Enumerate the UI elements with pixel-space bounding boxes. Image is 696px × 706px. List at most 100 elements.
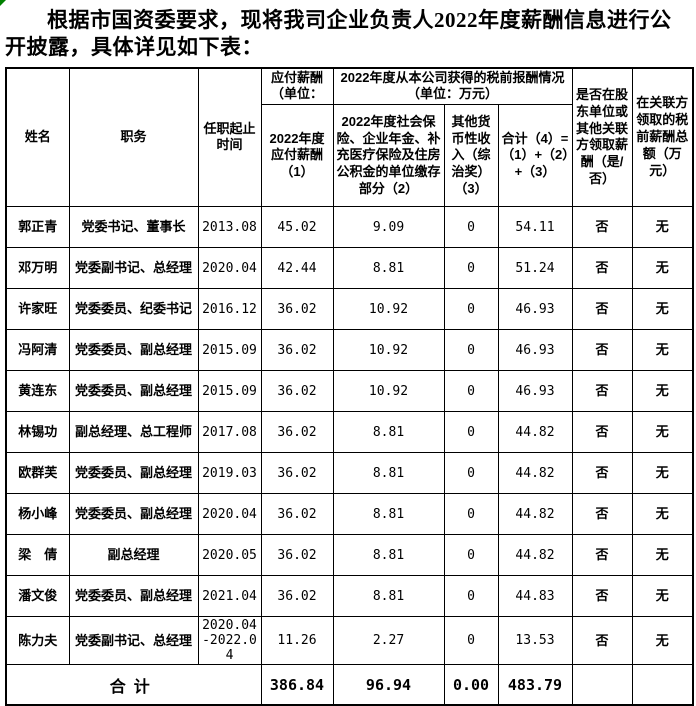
cell-term: 2019.03 xyxy=(197,452,262,495)
cell-name: 潘文俊 xyxy=(5,575,70,618)
cell-term: 2021.04 xyxy=(197,575,262,618)
cell-payable: 36.02 xyxy=(260,575,334,618)
cell-other-income: 0 xyxy=(443,329,499,372)
cell-related-amount: 无 xyxy=(631,247,694,290)
cell-insurance: 10.92 xyxy=(332,329,445,372)
cell-payable: 36.02 xyxy=(260,288,334,331)
cell-name: 杨小峰 xyxy=(5,493,70,536)
cell-related-flag: 否 xyxy=(571,534,633,577)
cell-total: 46.93 xyxy=(497,288,573,331)
cell-name: 林锡功 xyxy=(5,411,70,454)
cell-related-flag: 否 xyxy=(571,493,633,536)
cell-position: 党委副书记、总经理 xyxy=(68,247,199,290)
cell-position: 党委委员、副总经理 xyxy=(68,370,199,413)
cell-other-income: 0 xyxy=(443,247,499,290)
table-row: 许家旺 党委委员、纪委书记 2016.12 36.02 10.92 0 46.9… xyxy=(5,288,694,331)
cell-term: 2017.08 xyxy=(197,411,262,454)
cell-insurance: 8.81 xyxy=(332,452,445,495)
header-payable-2022: 2022年度应付薪酬（1） xyxy=(260,104,334,208)
table-row: 欧群芙 党委委员、副总经理 2019.03 36.02 8.81 0 44.82… xyxy=(5,452,694,495)
header-related-flag: 是否在股东单位或其他关联方领取薪酬（是/否） xyxy=(571,67,633,208)
cell-term: 2015.09 xyxy=(197,329,262,372)
table-row: 邓万明 党委副书记、总经理 2020.04 42.44 8.81 0 51.24… xyxy=(5,247,694,290)
table-row: 杨小峰 党委委员、副总经理 2020.04 36.02 8.81 0 44.82… xyxy=(5,493,694,536)
cell-position: 党委委员、副总经理 xyxy=(68,329,199,372)
cell-insurance: 8.81 xyxy=(332,534,445,577)
cell-other-income: 0 xyxy=(443,575,499,618)
cell-name: 黄连东 xyxy=(5,370,70,413)
header-payable-unit: 应付薪酬（单位： xyxy=(260,67,334,106)
cell-related-amount: 无 xyxy=(631,411,694,454)
green-corner-marker xyxy=(0,0,6,6)
salary-disclosure-table: 姓名 职务 任职起止时间 应付薪酬（单位： 2022年度从本公司获得的税前报酬情… xyxy=(5,66,694,706)
cell-related-amount: 无 xyxy=(631,575,694,618)
cell-related-flag: 否 xyxy=(571,206,633,249)
cell-term: 2016.12 xyxy=(197,288,262,331)
cell-related-amount: 无 xyxy=(631,206,694,249)
cell-related-flag: 否 xyxy=(571,616,633,666)
cell-related-amount: 无 xyxy=(631,616,694,666)
cell-total: 44.83 xyxy=(497,575,573,618)
cell-position: 党委副书记、总经理 xyxy=(68,616,199,666)
cell-related-amount: 无 xyxy=(631,288,694,331)
cell-name: 郭正青 xyxy=(5,206,70,249)
disclosure-document: 根据市国资委要求，现将我司企业负责人2022年度薪酬信息进行公开披露，具体详见如… xyxy=(5,5,694,706)
cell-related-flag: 否 xyxy=(571,575,633,618)
cell-related-amount: 无 xyxy=(631,493,694,536)
cell-other-income: 0 xyxy=(443,288,499,331)
header-other-income: 其他货币性收入（综治奖）（3） xyxy=(443,104,499,208)
table-row: 林锡功 副总经理、总工程师 2017.08 36.02 8.81 0 44.82… xyxy=(5,411,694,454)
cell-other-income: 0 xyxy=(443,206,499,249)
header-related-amount: 在关联方领取的税前薪酬总额（万元） xyxy=(631,67,694,208)
table-row: 郭正青 党委书记、董事长 2013.08 45.02 9.09 0 54.11 … xyxy=(5,206,694,249)
cell-insurance: 8.81 xyxy=(332,493,445,536)
cell-related-flag: 否 xyxy=(571,247,633,290)
cell-name: 欧群芙 xyxy=(5,452,70,495)
table-row: 梁 倩 副总经理 2020.05 36.02 8.81 0 44.82 否 无 xyxy=(5,534,694,577)
cell-related-flag: 否 xyxy=(571,452,633,495)
cell-payable: 36.02 xyxy=(260,452,334,495)
header-pretax-group: 2022年度从本公司获得的税前报酬情况（单位：万元） xyxy=(332,67,573,106)
cell-insurance: 2.27 xyxy=(332,616,445,666)
cell-payable: 36.02 xyxy=(260,329,334,372)
cell-total: 44.82 xyxy=(497,452,573,495)
table-row: 潘文俊 党委委员、副总经理 2021.04 36.02 8.81 0 44.83… xyxy=(5,575,694,618)
cell-related-amount: 无 xyxy=(631,329,694,372)
cell-related-flag: 否 xyxy=(571,370,633,413)
cell-name: 冯阿清 xyxy=(5,329,70,372)
table-row: 陈力夫 党委副书记、总经理 2020.04-2022.04 11.26 2.27… xyxy=(5,616,694,666)
header-total-formula: 合计（4）=（1）+（2）+（3） xyxy=(497,104,573,208)
cell-related-amount: 无 xyxy=(631,534,694,577)
cell-insurance: 8.81 xyxy=(332,247,445,290)
cell-term: 2013.08 xyxy=(197,206,262,249)
cell-other-income: 0 xyxy=(443,616,499,666)
cell-other-income: 0 xyxy=(443,493,499,536)
cell-payable: 45.02 xyxy=(260,206,334,249)
cell-term: 2020.04 xyxy=(197,247,262,290)
cell-payable: 36.02 xyxy=(260,534,334,577)
cell-total: 44.82 xyxy=(497,493,573,536)
cell-insurance: 10.92 xyxy=(332,288,445,331)
cell-related-flag: 否 xyxy=(571,411,633,454)
cell-insurance: 8.81 xyxy=(332,411,445,454)
cell-total: 51.24 xyxy=(497,247,573,290)
cell-related-amount: 无 xyxy=(631,370,694,413)
cell-position: 党委委员、副总经理 xyxy=(68,452,199,495)
cell-name: 陈力夫 xyxy=(5,616,70,666)
cell-insurance: 9.09 xyxy=(332,206,445,249)
cell-name: 邓万明 xyxy=(5,247,70,290)
cell-total: 46.93 xyxy=(497,329,573,372)
table-row: 黄连东 党委委员、副总经理 2015.09 36.02 10.92 0 46.9… xyxy=(5,370,694,413)
intro-paragraph: 根据市国资委要求，现将我司企业负责人2022年度薪酬信息进行公开披露，具体详见如… xyxy=(5,8,672,60)
cell-related-amount: 无 xyxy=(631,452,694,495)
cell-other-income: 0 xyxy=(443,534,499,577)
cell-payable: 42.44 xyxy=(260,247,334,290)
cell-position: 党委委员、纪委书记 xyxy=(68,288,199,331)
header-name: 姓名 xyxy=(5,67,70,208)
cell-related-flag: 否 xyxy=(571,288,633,331)
cell-position: 副总经理 xyxy=(68,534,199,577)
cell-total: 54.11 xyxy=(497,206,573,249)
cell-name: 许家旺 xyxy=(5,288,70,331)
cell-insurance: 10.92 xyxy=(332,370,445,413)
cell-name: 梁 倩 xyxy=(5,534,70,577)
